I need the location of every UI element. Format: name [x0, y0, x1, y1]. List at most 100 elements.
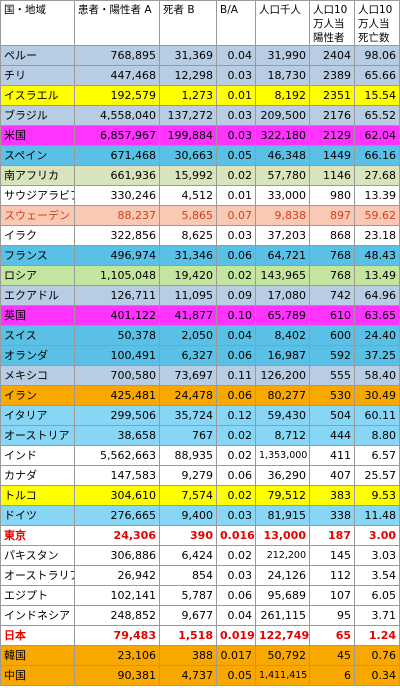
cell-cases: 38,658	[74, 425, 160, 446]
cell-cases-per-100k: 407	[309, 465, 355, 486]
table-row: 米国 6,857,967 199,884 0.03 322,180 2129 62.04	[0, 125, 400, 146]
cell-population: 95,689	[255, 585, 310, 606]
cell-ratio: 0.04	[216, 45, 256, 66]
cell-deaths-per-100k: 8.80	[354, 425, 400, 446]
cell-cases: 322,856	[74, 225, 160, 246]
cell-deaths-per-100k: 0.76	[354, 645, 400, 666]
cell-cases: 100,491	[74, 345, 160, 366]
cell-deaths-per-100k: 9.53	[354, 485, 400, 506]
cell-deaths-per-100k: 11.48	[354, 505, 400, 526]
cell-ratio: 0.019	[216, 625, 256, 646]
cell-deaths-per-100k: 23.18	[354, 225, 400, 246]
cell-deaths-per-100k: 98.06	[354, 45, 400, 66]
cell-deaths-per-100k: 65.52	[354, 105, 400, 126]
cell-region: エジプト	[0, 585, 75, 606]
cell-deaths-per-100k: 62.04	[354, 125, 400, 146]
cell-population: 8,402	[255, 325, 310, 346]
cell-cases-per-100k: 2404	[309, 45, 355, 66]
cell-region: スペイン	[0, 145, 75, 166]
cell-cases-per-100k: 2389	[309, 65, 355, 86]
table-row: メキシコ 700,580 73,697 0.11 126,200 555 58.40	[0, 365, 400, 386]
table-row: オーストリア 38,658 767 0.02 8,712 444 8.80	[0, 425, 400, 446]
cell-deaths-per-100k: 6.57	[354, 445, 400, 466]
cell-deaths: 8,625	[159, 225, 217, 246]
header-deaths-per-100k: 人口10万人当死亡数	[354, 0, 400, 46]
cell-cases: 126,711	[74, 285, 160, 306]
cell-cases-per-100k: 338	[309, 505, 355, 526]
cell-ratio: 0.02	[216, 165, 256, 186]
cell-ratio: 0.01	[216, 185, 256, 206]
cell-deaths: 5,787	[159, 585, 217, 606]
table-row: インドネシア 248,852 9,677 0.04 261,115 95 3.71	[0, 605, 400, 626]
cell-region: 韓国	[0, 645, 75, 666]
cell-ratio: 0.10	[216, 305, 256, 326]
cell-cases-per-100k: 592	[309, 345, 355, 366]
cell-deaths-per-100k: 13.49	[354, 265, 400, 286]
table-row: 南アフリカ 661,936 15,992 0.02 57,780 1146 27.68	[0, 165, 400, 186]
cell-deaths: 1,273	[159, 85, 217, 106]
cell-population: 126,200	[255, 365, 310, 386]
table-row: ペルー 768,895 31,369 0.04 31,990 2404 98.06	[0, 45, 400, 66]
cell-cases-per-100k: 65	[309, 625, 355, 646]
cell-ratio: 0.03	[216, 505, 256, 526]
cell-cases-per-100k: 95	[309, 605, 355, 626]
cell-region: イラン	[0, 385, 75, 406]
table-row: サウジアラビア 330,246 4,512 0.01 33,000 980 13.39	[0, 185, 400, 206]
header-deaths: 死者 B	[159, 0, 217, 46]
cell-cases-per-100k: 444	[309, 425, 355, 446]
cell-deaths-per-100k: 65.66	[354, 65, 400, 86]
cell-cases: 90,381	[74, 665, 160, 686]
cell-ratio: 0.03	[216, 105, 256, 126]
cell-population: 18,730	[255, 65, 310, 86]
cell-ratio: 0.07	[216, 205, 256, 226]
table-row: 東京 24,306 390 0.016 13,000 187 3.00	[0, 525, 400, 546]
cell-deaths-per-100k: 27.68	[354, 165, 400, 186]
table-row: 中国 90,381 4,737 0.05 1,411,415 6 0.34	[0, 665, 400, 686]
cell-cases-per-100k: 2176	[309, 105, 355, 126]
cell-deaths-per-100k: 15.54	[354, 85, 400, 106]
cell-region: ペルー	[0, 45, 75, 66]
cell-region: オランダ	[0, 345, 75, 366]
cell-population: 33,000	[255, 185, 310, 206]
cell-deaths-per-100k: 37.25	[354, 345, 400, 366]
cell-population: 1,353,000	[255, 445, 310, 466]
cell-region: 日本	[0, 625, 75, 646]
cell-population: 13,000	[255, 525, 310, 546]
cell-cases: 23,106	[74, 645, 160, 666]
cell-cases: 102,141	[74, 585, 160, 606]
cell-region: トルコ	[0, 485, 75, 506]
cell-ratio: 0.03	[216, 225, 256, 246]
table-row: インド 5,562,663 88,935 0.02 1,353,000 411 6.57	[0, 445, 400, 466]
cell-ratio: 0.12	[216, 405, 256, 426]
cell-cases: 1,105,048	[74, 265, 160, 286]
cell-deaths: 6,327	[159, 345, 217, 366]
table-row: 韓国 23,106 388 0.017 50,792 45 0.76	[0, 645, 400, 666]
cell-population: 212,200	[255, 545, 310, 566]
cell-deaths-per-100k: 25.57	[354, 465, 400, 486]
cell-cases-per-100k: 530	[309, 385, 355, 406]
cell-cases-per-100k: 112	[309, 565, 355, 586]
cell-ratio: 0.05	[216, 145, 256, 166]
table-row: トルコ 304,610 7,574 0.02 79,512 383 9.53	[0, 485, 400, 506]
cell-population: 46,348	[255, 145, 310, 166]
cell-cases: 4,558,040	[74, 105, 160, 126]
cell-region: 東京	[0, 525, 75, 546]
cell-region: エクアドル	[0, 285, 75, 306]
cell-region: イラク	[0, 225, 75, 246]
cell-cases: 306,886	[74, 545, 160, 566]
table-row: イラク 322,856 8,625 0.03 37,203 868 23.18	[0, 225, 400, 246]
cell-ratio: 0.017	[216, 645, 256, 666]
header-cases: 患者・陽性者 A	[74, 0, 160, 46]
table-row: イラン 425,481 24,478 0.06 80,277 530 30.49	[0, 385, 400, 406]
cell-deaths-per-100k: 30.49	[354, 385, 400, 406]
cell-ratio: 0.06	[216, 245, 256, 266]
cell-deaths: 31,346	[159, 245, 217, 266]
cell-deaths-per-100k: 59.62	[354, 205, 400, 226]
cell-population: 16,987	[255, 345, 310, 366]
cell-population: 50,792	[255, 645, 310, 666]
cell-deaths: 31,369	[159, 45, 217, 66]
cell-deaths-per-100k: 64.96	[354, 285, 400, 306]
cell-deaths-per-100k: 63.65	[354, 305, 400, 326]
cell-cases: 192,579	[74, 85, 160, 106]
cell-region: インド	[0, 445, 75, 466]
